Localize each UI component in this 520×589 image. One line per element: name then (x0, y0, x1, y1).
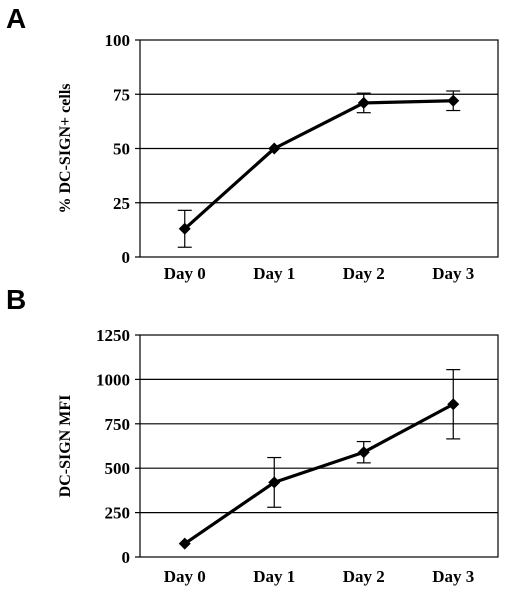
data-point-a-3 (447, 94, 460, 107)
y-tick-label-a-2: 50 (113, 140, 130, 159)
x-tick-label-a-3: Day 3 (432, 264, 474, 283)
data-point-a-2 (357, 96, 370, 109)
x-tick-label-a-1: Day 1 (253, 264, 295, 283)
x-tick-label-b-2: Day 2 (343, 567, 385, 586)
y-tick-label-b-0: 0 (122, 548, 131, 567)
y-tick-label-a-0: 0 (122, 248, 131, 267)
chart-a: 0 25 50 75 100 Day 0 Day 1 Day 2 Day 3 % DC-SIGN+… (57, 31, 499, 283)
y-axis-title-a: % DC-SIGN+ cells (57, 84, 74, 214)
x-tick-label-a-0: Day 0 (164, 264, 206, 283)
x-tick-label-a-2: Day 2 (343, 264, 385, 283)
y-tick-label-b-2: 500 (105, 459, 131, 478)
data-point-b-2 (357, 446, 370, 459)
plot-area-b (139, 334, 499, 558)
series-line-b-0 (183, 402, 455, 546)
x-tick-label-b-0: Day 0 (164, 567, 206, 586)
y-tick-label-a-4: 100 (105, 31, 131, 50)
y-tick-label-a-1: 25 (113, 194, 130, 213)
series-line-a-0 (183, 99, 454, 230)
y-tick-label-b-4: 1000 (96, 370, 130, 389)
panel-label-b: B (6, 284, 26, 315)
data-point-b-3 (447, 398, 460, 411)
y-tick-label-b-3: 750 (105, 415, 131, 434)
chart-b: 0 250 500 750 1000 1250 Day 0 Day 1 Day 2 Day 3 DC… (57, 326, 499, 586)
y-tick-label-b-1: 250 (105, 504, 131, 523)
y-tick-label-a-3: 75 (113, 85, 130, 104)
data-point-b-1 (268, 476, 281, 489)
data-point-b-0 (178, 537, 191, 550)
panel-label-a: A (6, 3, 26, 34)
y-tick-label-b-5: 1250 (96, 326, 130, 345)
data-point-a-1 (268, 142, 281, 155)
data-point-a-0 (178, 222, 191, 235)
y-axis-title-b: DC-SIGN MFI (57, 395, 74, 498)
x-tick-label-b-3: Day 3 (432, 567, 474, 586)
x-tick-label-b-1: Day 1 (253, 567, 295, 586)
